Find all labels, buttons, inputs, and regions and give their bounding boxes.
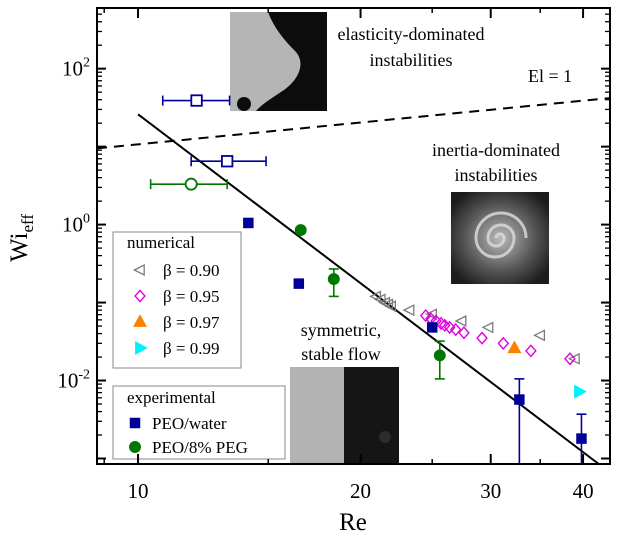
annotation-elastic: elasticity-dominated instabilities xyxy=(338,24,485,70)
y-tick-label: 100 xyxy=(62,212,90,237)
legend-label: β = 0.95 xyxy=(163,287,220,306)
data-point xyxy=(481,321,494,334)
data-point xyxy=(327,273,340,286)
svg-text:instabilities: instabilities xyxy=(370,50,453,70)
legend-box-experimental xyxy=(112,385,286,460)
el-line-label: El = 1 xyxy=(528,66,572,86)
y-axis-title-main: Wi xyxy=(6,232,33,262)
svg-text:instabilities: instabilities xyxy=(455,165,538,185)
inset-image-elastic-instability xyxy=(230,12,327,111)
data-point xyxy=(243,217,254,229)
data-point xyxy=(454,315,467,327)
svg-text:stable flow: stable flow xyxy=(301,344,380,364)
x-axis-title: Re xyxy=(339,509,367,536)
svg-text:inertia-dominated: inertia-dominated xyxy=(432,140,560,160)
el-equals-one-line xyxy=(97,97,610,150)
x-tick-label: 10 xyxy=(128,479,149,503)
data-point xyxy=(525,344,537,358)
data-point xyxy=(497,336,510,350)
data-point xyxy=(426,322,438,333)
legend-marker xyxy=(135,341,148,355)
plot-frame xyxy=(96,7,611,465)
svg-text:Wieff: Wieff xyxy=(6,214,37,262)
y-tick-label: 10-2 xyxy=(57,368,90,393)
axes: 10 20 30 40 10-2 100 102 xyxy=(57,7,610,503)
annotation-stable: symmetric, stable flow xyxy=(301,320,381,364)
legend-box-numerical xyxy=(112,231,242,369)
data-point xyxy=(574,384,587,399)
legend-marker xyxy=(129,441,141,453)
legend-marker xyxy=(134,289,146,303)
svg-text:symmetric,: symmetric, xyxy=(301,320,381,340)
data-point xyxy=(425,308,438,321)
data-point xyxy=(458,326,470,340)
x-tick-label: 30 xyxy=(480,479,501,503)
data-point xyxy=(184,177,198,191)
power-law-fit-line xyxy=(137,113,600,464)
legend-label: PEO/8% PEG xyxy=(152,438,248,457)
data-point xyxy=(190,94,203,107)
legend-title-experimental: experimental xyxy=(127,388,216,407)
inset-image-stable-flow xyxy=(290,367,399,463)
data-point xyxy=(576,433,587,444)
svg-text:elasticity-dominated: elasticity-dominated xyxy=(338,24,485,44)
data-point xyxy=(433,349,446,362)
legend-title-numerical: numerical xyxy=(127,233,195,252)
data-point xyxy=(435,316,447,331)
x-tick-label: 20 xyxy=(350,479,371,503)
reference-lines xyxy=(97,97,610,464)
data-point xyxy=(449,322,462,337)
legend-marker xyxy=(132,264,145,276)
annotation-inertia: inertia-dominated instabilities xyxy=(432,140,560,185)
data-point xyxy=(443,320,456,335)
legend-label: β = 0.99 xyxy=(163,339,220,358)
legend-label: PEO/water xyxy=(152,414,227,433)
legend-marker xyxy=(133,314,147,327)
y-axis-title-sub: eff xyxy=(18,214,37,233)
data-markers xyxy=(184,94,587,444)
data-point xyxy=(567,352,580,365)
data-point xyxy=(293,278,305,289)
legend: numerical experimental β = 0.90 β = 0.95 β… xyxy=(112,231,286,460)
legend-marker xyxy=(129,417,141,429)
legend-label: β = 0.97 xyxy=(163,313,220,332)
data-point xyxy=(564,352,576,366)
inset-image-inertia-instability xyxy=(451,192,549,284)
data-point xyxy=(476,331,488,345)
data-point xyxy=(533,329,546,342)
data-point xyxy=(294,224,307,237)
legend-label: β = 0.90 xyxy=(163,261,220,280)
y-tick-label: 102 xyxy=(62,56,90,81)
data-point xyxy=(507,340,522,354)
data-point xyxy=(402,304,415,317)
data-point xyxy=(514,394,525,405)
y-axis-title: Wieff xyxy=(6,214,37,262)
x-tick-label: 40 xyxy=(573,479,594,503)
data-point xyxy=(221,155,234,168)
data-point xyxy=(419,308,432,323)
data-point xyxy=(384,300,397,313)
